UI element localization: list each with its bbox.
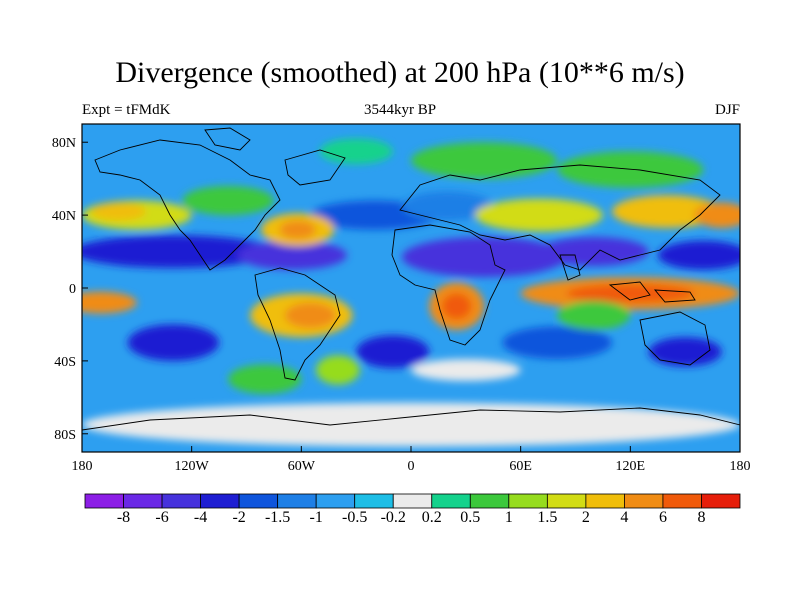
colorbar-label: 2 xyxy=(581,509,590,526)
colorbar-swatch xyxy=(701,493,741,509)
divergence-region xyxy=(411,142,558,179)
divergence-region xyxy=(182,185,274,216)
divergence-region xyxy=(127,324,220,361)
divergence-region xyxy=(228,364,302,394)
map-title: Divergence (smoothed) at 200 hPa (10**6 … xyxy=(115,56,685,89)
time-label: 3544kyr BP xyxy=(363,102,437,118)
divergence-field xyxy=(82,124,740,452)
colorbar-swatch xyxy=(277,493,317,509)
x-axis: 180 120W 60W 0 60E 120E 180 xyxy=(72,446,751,474)
x-tick-label: 120E xyxy=(616,459,646,474)
coastlines xyxy=(82,127,740,431)
x-tick-label: 180 xyxy=(72,459,93,474)
divergence-region xyxy=(538,236,649,267)
divergence-region xyxy=(319,138,393,165)
divergence-region xyxy=(401,236,567,278)
colorbar-swatch xyxy=(200,493,240,509)
colorbar-label: -4 xyxy=(193,509,208,526)
divergence-region xyxy=(648,337,722,367)
divergence-region xyxy=(284,302,337,329)
season-label: DJF xyxy=(714,102,740,118)
divergence-region xyxy=(401,191,494,221)
y-tick-label: 40S xyxy=(54,355,76,370)
experiment-label: Expt = tFMdK xyxy=(82,102,171,118)
x-tick-label: 180 xyxy=(730,459,751,474)
colorbar-swatch xyxy=(238,493,279,509)
y-tick-label: 40N xyxy=(52,209,76,224)
colorbar-swatch xyxy=(508,493,548,509)
colorbar-swatch xyxy=(469,493,510,509)
divergence-region xyxy=(657,240,740,270)
colorbar-swatch xyxy=(161,493,201,509)
colorbar-swatch xyxy=(662,493,702,509)
colorbar-label: -0.2 xyxy=(380,509,406,526)
y-tick-label: 80N xyxy=(52,136,76,151)
divergence-region xyxy=(566,284,695,303)
colorbar-label: 4 xyxy=(620,509,629,526)
x-tick-label: 120W xyxy=(175,459,210,474)
divergence-region xyxy=(82,291,137,314)
colorbar-label: -0.5 xyxy=(342,509,368,526)
divergence-region xyxy=(502,326,613,360)
colorbar-label: -2 xyxy=(232,509,246,526)
divergence-region xyxy=(442,293,472,319)
colorbar-swatch xyxy=(392,493,433,509)
divergence-region xyxy=(82,235,274,268)
divergence-region xyxy=(237,240,348,270)
x-tick-label: 60E xyxy=(509,459,532,474)
colorbar-label: 1.5 xyxy=(537,509,558,526)
divergence-region xyxy=(411,359,521,381)
colorbar-label: 8 xyxy=(697,509,706,526)
colorbar-label: 6 xyxy=(658,509,667,526)
x-tick-label: 60W xyxy=(288,459,316,474)
y-axis: 80N 40N 0 40S 80S xyxy=(52,136,88,443)
y-tick-label: 80S xyxy=(54,428,76,443)
colorbar-label: 1 xyxy=(504,509,513,526)
colorbar-swatch xyxy=(546,493,587,509)
divergence-region xyxy=(279,220,316,239)
colorbar-label: -8 xyxy=(116,509,131,526)
colorbar-label: -1.5 xyxy=(264,509,291,526)
colorbar-swatch xyxy=(123,493,163,509)
divergence-region xyxy=(694,202,740,228)
colorbar-swatch xyxy=(315,493,356,509)
colorbar xyxy=(84,493,741,509)
divergence-region xyxy=(356,335,430,369)
divergence-region xyxy=(474,198,603,232)
colorbar-swatch xyxy=(84,493,124,509)
colorbar-swatch xyxy=(354,493,394,509)
colorbar-label: 0.5 xyxy=(460,509,481,526)
colorbar-label: 0.2 xyxy=(421,509,442,526)
colorbar-swatch xyxy=(431,493,471,509)
colorbar-swatch xyxy=(585,493,625,509)
divergence-region xyxy=(91,202,146,221)
y-tick-label: 0 xyxy=(69,282,76,297)
colorbar-swatch xyxy=(624,493,664,509)
colorbar-label: -6 xyxy=(155,509,169,526)
divergence-region xyxy=(82,402,740,447)
colorbar-label: -1 xyxy=(309,509,323,526)
divergence-region xyxy=(557,300,631,330)
x-tick-label: 0 xyxy=(408,459,415,474)
divergence-region xyxy=(315,355,360,385)
